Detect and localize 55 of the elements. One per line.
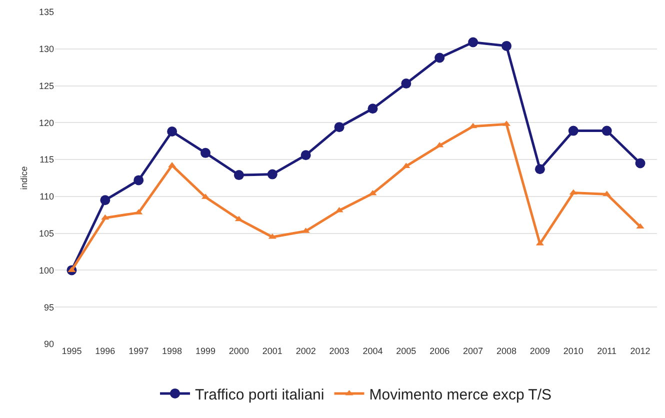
point bbox=[168, 162, 176, 168]
x-tick-label: 2007 bbox=[463, 346, 484, 356]
x-tick-label: 2011 bbox=[597, 346, 617, 356]
x-tick-label: 2005 bbox=[396, 346, 416, 356]
x-tick-label: 2008 bbox=[496, 346, 517, 356]
legend-label: Traffico porti italiani bbox=[195, 386, 324, 404]
x-tick-label: 2003 bbox=[329, 346, 350, 356]
y-tick-label: 115 bbox=[40, 154, 54, 165]
point bbox=[434, 52, 445, 63]
x-tick-label: 2006 bbox=[430, 346, 450, 356]
point bbox=[300, 150, 311, 160]
point bbox=[569, 189, 578, 195]
point bbox=[368, 104, 378, 114]
x-tick-label: 1998 bbox=[162, 346, 182, 356]
y-tick-label: 100 bbox=[38, 265, 54, 276]
x-tick-label: 2001 bbox=[262, 346, 282, 356]
y-tick-label: 130 bbox=[38, 44, 54, 54]
y-tick-label: 95 bbox=[44, 302, 54, 312]
point bbox=[134, 175, 144, 186]
point bbox=[167, 126, 178, 137]
y-tick-label: 90 bbox=[44, 339, 54, 350]
y-tick-label: 110 bbox=[40, 192, 54, 202]
x-tick-label: 2004 bbox=[362, 346, 383, 356]
point bbox=[234, 170, 244, 180]
point bbox=[368, 190, 377, 196]
y-tick-label: 120 bbox=[38, 118, 54, 128]
point bbox=[200, 148, 210, 158]
point bbox=[401, 78, 412, 89]
y-tick-label: 105 bbox=[38, 228, 54, 238]
x-tick-label: 1996 bbox=[95, 346, 116, 356]
point bbox=[468, 37, 478, 48]
point bbox=[502, 40, 512, 51]
point bbox=[335, 206, 344, 212]
point bbox=[334, 122, 344, 132]
y-tick-label: 125 bbox=[38, 80, 54, 91]
y-axis-title: indice bbox=[19, 166, 29, 190]
legend-label: Movimento merce excp T/S bbox=[369, 386, 552, 404]
point bbox=[602, 126, 612, 136]
point bbox=[534, 164, 545, 174]
point bbox=[101, 214, 110, 220]
point bbox=[568, 126, 578, 136]
x-tick-label: 2000 bbox=[228, 346, 249, 356]
point bbox=[100, 195, 110, 206]
y-tick-label: 135 bbox=[38, 7, 54, 18]
point bbox=[635, 158, 646, 168]
point bbox=[234, 216, 243, 222]
x-tick-label: 1999 bbox=[195, 346, 216, 356]
x-tick-label: 2010 bbox=[563, 346, 584, 356]
x-tick-label: 1995 bbox=[62, 346, 82, 356]
point bbox=[267, 169, 278, 180]
x-tick-label: 1997 bbox=[128, 346, 149, 356]
x-tick-label: 2009 bbox=[530, 346, 550, 356]
x-tick-label: 2002 bbox=[296, 346, 316, 356]
x-tick-label: 2012 bbox=[630, 346, 650, 356]
point bbox=[469, 122, 478, 128]
